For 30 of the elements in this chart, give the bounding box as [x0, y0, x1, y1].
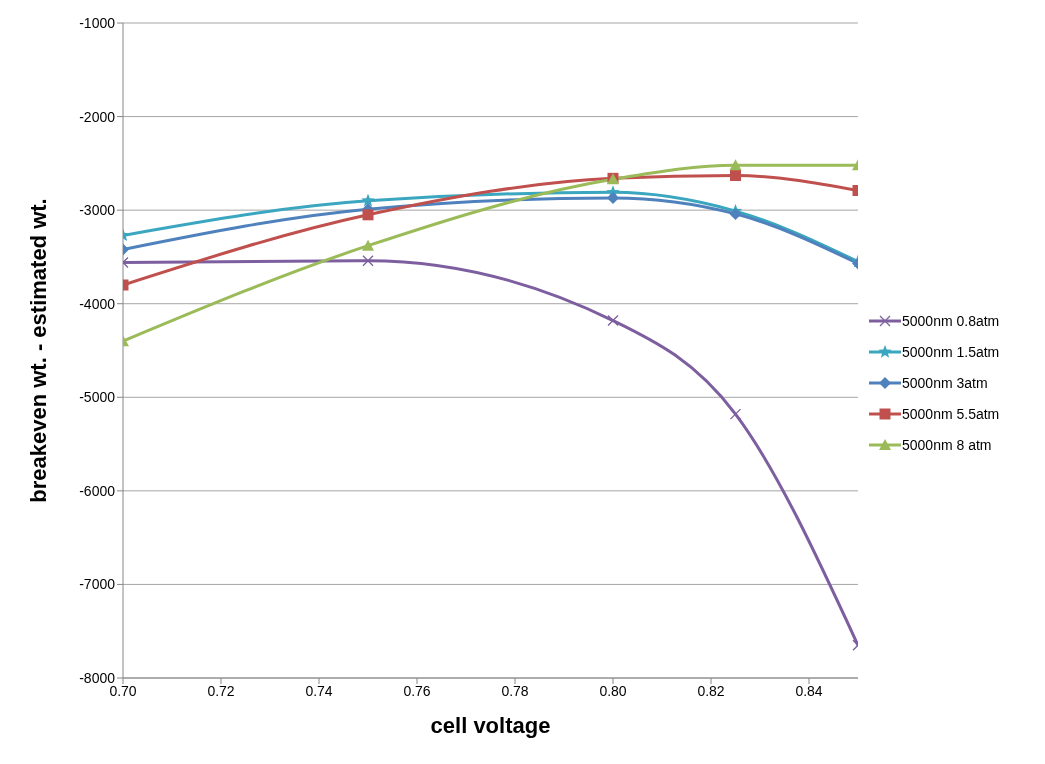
y-axis-title: breakeven wt. - estimated wt. [25, 198, 51, 503]
point [362, 209, 374, 221]
point [730, 170, 741, 182]
legend-label: 5000nm 3atm [902, 375, 988, 391]
x-tick-label: 0.72 [207, 682, 235, 699]
point [607, 191, 619, 204]
point [362, 239, 374, 251]
x-tick-label: 0.84 [795, 682, 823, 699]
point [607, 314, 619, 327]
x-tick-label: 0.76 [403, 682, 431, 699]
point [729, 159, 742, 171]
x-tick-label: 0.82 [697, 682, 725, 699]
x-tick-label: 0.78 [501, 682, 529, 699]
y-tick-label: -6000 [79, 482, 116, 499]
x-tick-label: 0.80 [599, 682, 627, 699]
x-axis-title: cell voltage [430, 713, 551, 738]
y-tick-label: -5000 [79, 389, 116, 406]
y-tick-label: -7000 [79, 576, 116, 593]
legend-label: 5000nm 8 atm [902, 437, 992, 453]
legend-label: 5000nm 5.5atm [902, 406, 1000, 422]
y-tick-label: -3000 [79, 202, 116, 219]
point [362, 255, 374, 267]
y-tick-label: -4000 [79, 295, 116, 312]
point [729, 408, 742, 420]
point [361, 193, 375, 207]
x-tick-label: 0.74 [305, 682, 333, 699]
legend-label: 5000nm 0.8atm [902, 313, 1000, 329]
legend-label: 5000nm 1.5atm [902, 344, 1000, 360]
y-tick-label: -2000 [79, 108, 116, 125]
y-tick-label: -1000 [79, 14, 116, 31]
